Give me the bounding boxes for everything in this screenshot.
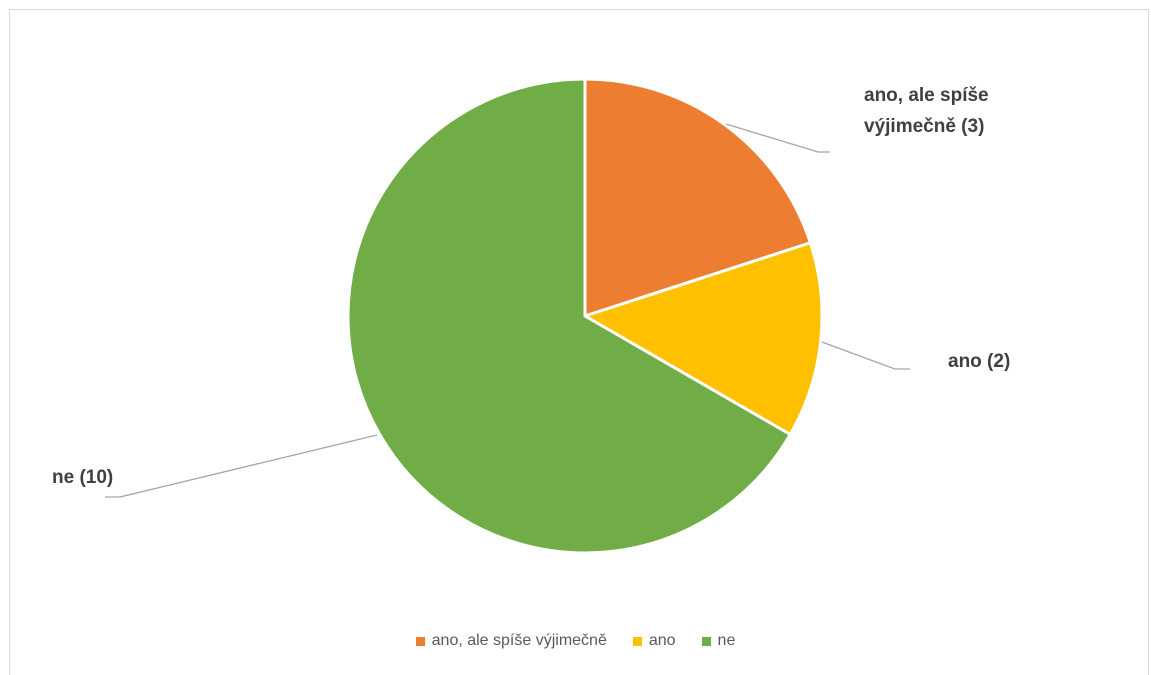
data-label-ne: ne (10): [52, 467, 113, 488]
pie-slice-ano: [583, 241, 824, 436]
legend-swatch-ano: [632, 636, 642, 646]
legend-swatch-ano-ale-spise-vyjimecne: [415, 636, 425, 646]
legend-label-ne: ne: [717, 632, 736, 649]
pie-slice-ano-ale-spise-vyjimecne: [583, 77, 812, 318]
data-label-ano: ano (2): [948, 351, 1010, 372]
leader-line-ano-ale-spise-vyjimecne: [725, 123, 830, 153]
legend-swatch-ne: [701, 636, 711, 646]
chart-legend: ano, ale spíše výjimečně ano ne: [0, 632, 1151, 650]
legend-label-ano: ano: [648, 632, 676, 649]
legend-item-ano: ano: [632, 632, 676, 650]
legend-label-ano-ale-spise-vyjimecne: ano, ale spíše výjimečně: [431, 632, 607, 649]
legend-item-ano-ale-spise-vyjimecne: ano, ale spíše výjimečně: [415, 632, 607, 650]
legend-item-ne: ne: [701, 632, 736, 650]
pie-slice-ne: [346, 77, 792, 555]
data-label-ano-ale-spise-vyjimecne: ano, ale spíše výjimečně (3): [864, 85, 989, 137]
leader-line-ano: [821, 341, 910, 370]
leader-line-ne: [105, 434, 378, 498]
